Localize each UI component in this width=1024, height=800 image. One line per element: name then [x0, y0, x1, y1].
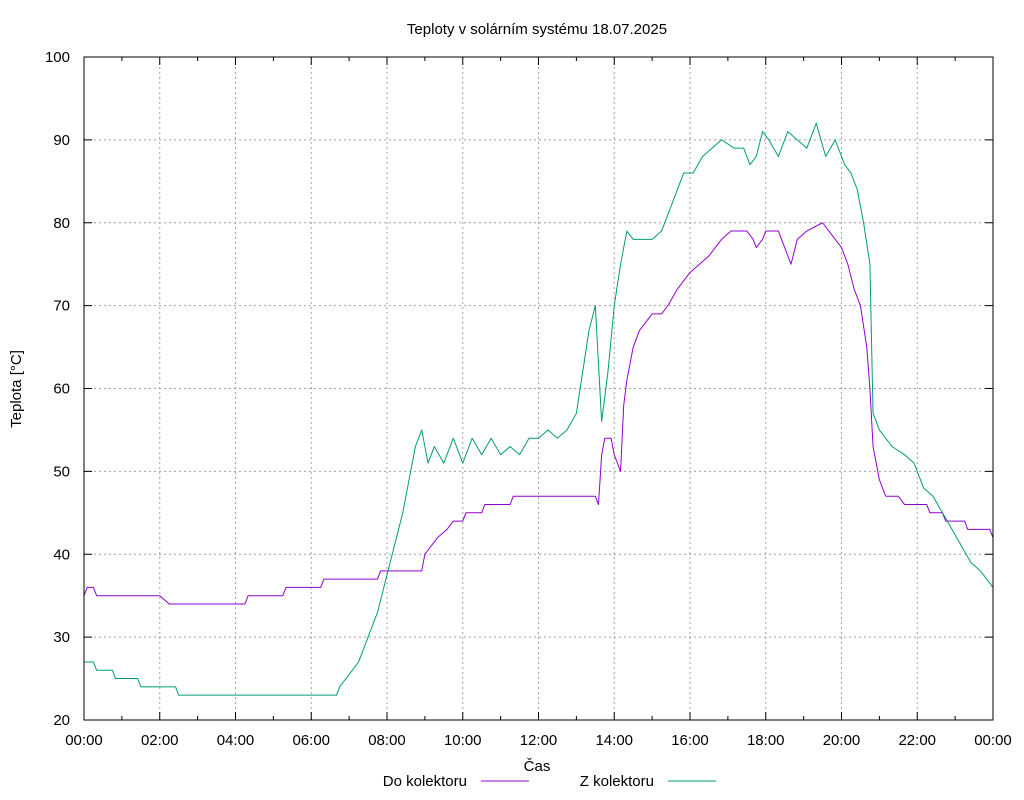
x-tick-label: 16:00	[671, 732, 709, 749]
y-axis-title: Teplota [°C]	[8, 350, 25, 428]
x-tick-label: 08:00	[368, 732, 406, 749]
x-tick-label: 10:00	[444, 732, 482, 749]
legend-label-z-kolektoru: Z kolektoru	[580, 773, 654, 790]
x-tick-label: 04:00	[217, 732, 255, 749]
x-tick-label: 18:00	[747, 732, 785, 749]
series-lines	[83, 122, 994, 696]
y-tick-label: 20	[53, 712, 70, 729]
y-tick-label: 30	[53, 629, 70, 646]
x-tick-labels: 00:00 02:00 04:00 06:00 08:00 10:00 12:00 14:00…	[65, 732, 1012, 749]
x-tick-label: 14:00	[595, 732, 633, 749]
x-tick-label: 12:00	[520, 732, 558, 749]
series-line-do-kolektoru	[83, 222, 994, 605]
y-tick-label: 50	[53, 463, 70, 480]
chart-title: Teploty v solárním systému 18.07.2025	[407, 21, 667, 38]
y-tick-label: 60	[53, 381, 70, 398]
y-tick-label: 80	[53, 215, 70, 232]
y-tick-label: 100	[45, 49, 70, 66]
x-tick-label: 02:00	[141, 732, 179, 749]
x-tick-label: 06:00	[292, 732, 330, 749]
axis-ticks	[83, 56, 994, 721]
x-axis-title: Čas	[524, 758, 551, 775]
grid	[84, 57, 993, 720]
series-line-z-kolektoru	[84, 122, 994, 696]
y-tick-labels: 20 30 40 50 60 70 80 90 100	[45, 49, 70, 729]
legend: Do kolektoru Z kolektoru	[383, 773, 716, 790]
x-tick-label: 00:00	[65, 732, 103, 749]
y-tick-label: 40	[53, 546, 70, 563]
x-tick-label: 22:00	[898, 732, 936, 749]
y-tick-label: 90	[53, 132, 70, 149]
x-tick-label: 00:00	[974, 732, 1012, 749]
x-tick-label: 20:00	[823, 732, 861, 749]
legend-label-do-kolektoru: Do kolektoru	[383, 773, 467, 790]
y-tick-label: 70	[53, 298, 70, 315]
